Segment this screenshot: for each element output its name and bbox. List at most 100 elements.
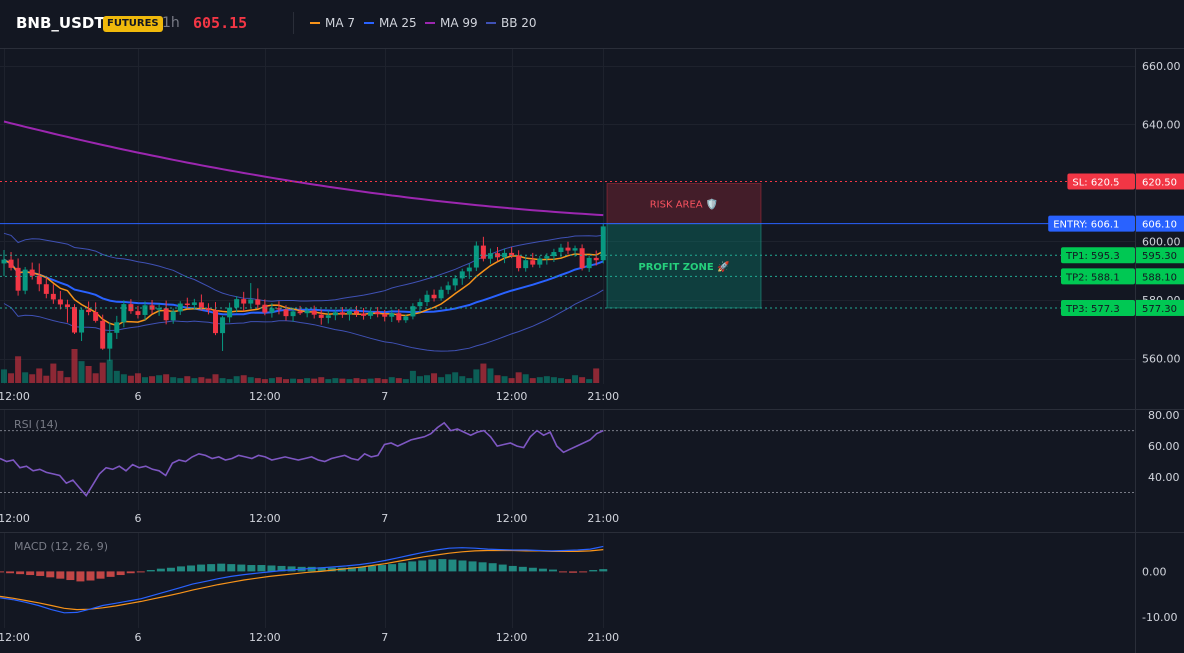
macd-histogram-bar: [448, 559, 457, 572]
chart-header: BNB_USDT FUTURES 1h 605.15 MA 7 MA 25 MA…: [0, 0, 1184, 48]
candle-body: [107, 332, 113, 349]
candle-body: [325, 315, 331, 318]
macd-histogram-bar: [267, 565, 276, 572]
macd-histogram-bar: [458, 560, 467, 572]
candle-body: [361, 313, 367, 316]
legend-ma99[interactable]: MA 99: [425, 16, 478, 30]
time-tick-label: 7: [381, 390, 388, 403]
take-profit-1-tag[interactable]: [1061, 247, 1135, 264]
macd-histogram-bar: [579, 571, 588, 573]
candle-body: [170, 311, 176, 321]
candle-body: [382, 314, 388, 317]
rsi-pane[interactable]: [0, 410, 1135, 510]
candle-body: [269, 308, 275, 313]
macd-histogram-bar: [136, 571, 145, 573]
volume-bar: [57, 370, 64, 383]
macd-histogram-bar: [347, 567, 356, 572]
time-tick-label: 21:00: [587, 512, 619, 525]
profit-zone-box[interactable]: [606, 223, 762, 309]
candle-body: [586, 257, 592, 269]
volume-bar: [318, 377, 325, 383]
macd-histogram-bar: [176, 566, 185, 572]
candle-body: [234, 299, 240, 308]
candle-body: [304, 310, 310, 314]
candle-body: [438, 289, 444, 299]
candle-body: [332, 312, 338, 316]
volume-bar: [275, 377, 282, 383]
macd-histogram-bar: [498, 564, 507, 572]
macd-histogram-bar: [36, 571, 45, 576]
volume-bars: [1, 349, 600, 383]
legend-bb20[interactable]: BB 20: [486, 16, 537, 30]
volume-bar: [565, 379, 571, 383]
symbol-name[interactable]: BNB_USDT: [16, 14, 105, 32]
take-profit-3-axis-tag: [1136, 299, 1184, 316]
candle-body: [290, 311, 296, 317]
bb20-swatch-icon: [486, 21, 496, 24]
time-tick-label: 7: [381, 512, 388, 525]
take-profit-3-tag[interactable]: [1061, 299, 1135, 316]
ma99-swatch-icon: [425, 21, 435, 24]
indicator-overlays: [3, 120, 604, 352]
volume-bar: [64, 377, 71, 383]
volume-bar: [452, 372, 459, 383]
volume-bar: [268, 378, 275, 383]
volume-bar: [381, 379, 388, 383]
candle-body: [410, 306, 416, 317]
candle-body: [149, 305, 155, 310]
candle-body: [311, 310, 317, 315]
candle-body: [198, 302, 204, 308]
volume-bar: [522, 374, 529, 383]
time-axis[interactable]: 12:00 6 12:00 7 12:00 21:00 12:00 6 12:00 7 12:00 2…: [0, 390, 619, 644]
volume-bar: [508, 378, 515, 383]
price-tick-label: 560.00: [1142, 353, 1181, 366]
candle-body: [318, 314, 324, 318]
legend-ma7[interactable]: MA 7: [310, 16, 355, 30]
candle-body: [191, 302, 197, 306]
candle-body: [121, 304, 127, 323]
time-tick-label: 12:00: [0, 512, 30, 525]
volume-bar: [283, 379, 289, 383]
candle-body: [36, 275, 42, 285]
time-tick-label: 21:00: [587, 390, 619, 403]
macd-line: [0, 545, 604, 614]
volume-bar: [226, 379, 233, 383]
macd-pane[interactable]: [0, 533, 1135, 628]
profit-zone-label: PROFIT ZONE 🚀: [638, 260, 730, 273]
macd-histogram-bar: [227, 564, 236, 572]
macd-histogram-bar: [357, 566, 366, 572]
take-profit-2-tag[interactable]: [1061, 268, 1135, 285]
timeframe-selector[interactable]: 1h: [162, 15, 180, 31]
macd-histogram-bar: [599, 569, 608, 572]
candle-body: [396, 313, 402, 321]
volume-bar: [149, 376, 156, 383]
macd-histogram-bar: [398, 562, 407, 572]
price-axis[interactable]: 660.00640.00600.00580.00560.0080.0060.00…: [1142, 60, 1181, 624]
candle-body: [213, 310, 218, 334]
legend-bb20-label: BB 20: [501, 16, 537, 30]
volume-bar: [572, 375, 579, 383]
candle-body: [452, 278, 458, 286]
price-pane[interactable]: [0, 48, 1135, 384]
candle-body: [516, 255, 522, 269]
volume-bar: [170, 377, 177, 383]
candle-body: [523, 260, 529, 269]
macd-histogram-bar: [388, 564, 397, 572]
volume-bar: [43, 375, 50, 383]
entry-tag-label: ENTRY: 606.1: [1053, 220, 1119, 231]
macd-histogram-bar: [438, 559, 447, 572]
candle-body: [368, 311, 374, 316]
macd-histogram-bar: [277, 565, 286, 572]
entry-tag[interactable]: [1048, 215, 1135, 232]
stop-loss-tag[interactable]: [1067, 173, 1135, 190]
axis-price-tags: SL: 620.5 620.50 ENTRY: 606.1 606.10 TP1: 59…: [1048, 173, 1184, 316]
legend-ma25[interactable]: MA 25: [364, 16, 417, 30]
candle-body: [29, 269, 35, 276]
time-tick-label: 12:00: [249, 631, 281, 644]
volume-bar: [388, 377, 395, 383]
time-tick-label: 6: [134, 390, 141, 403]
macd-histogram-bar: [378, 565, 387, 572]
legend-ma7-label: MA 7: [325, 16, 356, 30]
macd-histogram-bar: [6, 571, 15, 574]
